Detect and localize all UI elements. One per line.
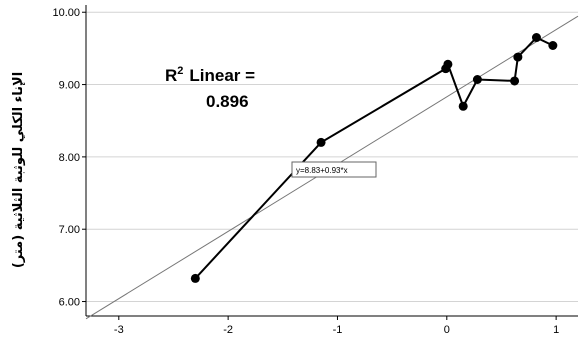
grid-lines xyxy=(86,11,578,303)
y-tick-label: 6.00 xyxy=(59,297,80,309)
r2-annotation: R2 Linear = xyxy=(165,65,255,85)
series-line xyxy=(194,36,554,280)
data-point xyxy=(458,101,468,111)
r2-superscript: 2 xyxy=(177,65,183,77)
data-points xyxy=(190,33,558,283)
axes xyxy=(85,5,578,317)
x-tick-label: -3 xyxy=(114,324,124,336)
data-point xyxy=(190,273,200,283)
data-point xyxy=(513,52,523,62)
y-ticks: 6.00 7.00 8.00 9.00 10.00 xyxy=(52,7,86,309)
data-point xyxy=(472,74,482,84)
x-tick-label: -1 xyxy=(333,324,343,336)
data-point xyxy=(531,33,541,43)
y-tick-label: 9.00 xyxy=(59,80,80,92)
y-tick-label: 10.00 xyxy=(52,7,80,19)
data-point xyxy=(316,137,326,147)
equation-box: y=8.83+0.93*x xyxy=(291,161,377,178)
y-tick-label: 8.00 xyxy=(59,152,80,164)
data-point xyxy=(548,41,558,51)
x-ticks: -3 -2 -1 0 1 xyxy=(114,316,559,336)
x-tick-label: 0 xyxy=(444,324,450,336)
x-tick-label: 1 xyxy=(553,324,559,336)
y-axis-label: الإناء الكلي للوثبة الثلاثية (متر) xyxy=(11,72,26,268)
x-tick-label: -2 xyxy=(223,324,233,336)
y-tick-label: 7.00 xyxy=(59,224,80,236)
r2-value: 0.896 xyxy=(206,92,249,111)
data-point xyxy=(443,59,453,69)
equation-label: y=8.83+0.93*x xyxy=(296,166,348,175)
data-point xyxy=(510,76,520,86)
